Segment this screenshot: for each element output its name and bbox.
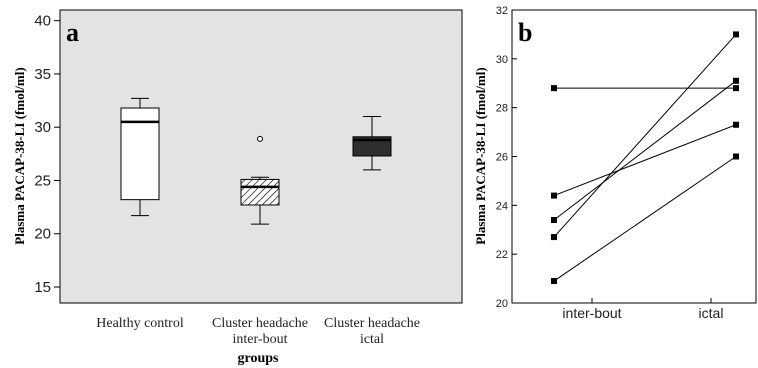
panel-b-label: b xyxy=(518,18,532,47)
panel-a-x-tick-labels: Healthy control Cluster headacheinter-bou… xyxy=(96,316,420,347)
panel-b-y-tick-label: 32 xyxy=(496,5,508,17)
panel-a-y-tick-label: 25 xyxy=(34,172,51,189)
series-line-4 xyxy=(553,34,737,238)
data-point xyxy=(551,85,557,92)
data-point xyxy=(733,153,739,160)
box-2 xyxy=(240,178,280,206)
panel-b-y-tick-label: 30 xyxy=(496,54,508,66)
panel-a-y-tick-label: 40 xyxy=(34,13,51,30)
panel-b-x-tick-label: inter-bout xyxy=(562,305,621,321)
panel-a-y-axis: 15 20 25 30 35 40 xyxy=(34,13,60,296)
panel-b-y-axis: 20 22 24 26 28 30 32 xyxy=(496,5,517,310)
panel-a-x-tick-label: ictal xyxy=(360,332,384,347)
panel-b-y-tick-label: 22 xyxy=(496,249,508,261)
series-line-2 xyxy=(553,124,737,197)
box-1 xyxy=(120,107,160,201)
data-point xyxy=(733,77,739,84)
panel-b-x-tick-labels: inter-bout ictal xyxy=(562,298,723,321)
panel-a-boxes xyxy=(120,97,392,225)
data-point xyxy=(551,234,557,241)
panel-a-x-tick-label: Cluster headache xyxy=(212,316,308,331)
outlier-point xyxy=(257,135,263,142)
panel-a-x-tick-label: Cluster headache xyxy=(324,316,420,331)
panel-a-x-axis-label: groups xyxy=(238,351,280,366)
data-point xyxy=(551,278,557,285)
panel-a-label: a xyxy=(66,18,79,47)
panel-a-x-tick-label: inter-bout xyxy=(233,332,288,347)
series-line-5 xyxy=(553,156,737,282)
panel-b-y-axis-label: Plasma PACAP-38-LI (fmol/ml) xyxy=(473,67,488,244)
panel-a-y-tick-label: 20 xyxy=(34,226,51,243)
panel-a-x-tick-label: Healthy control xyxy=(96,316,184,331)
panel-a-y-tick-label: 30 xyxy=(34,119,51,136)
panel-b-line-plot: b 20 22 24 26 28 30 32 inter-bout ictal Plasma … xyxy=(473,5,757,321)
data-point xyxy=(733,121,739,128)
panel-b-series xyxy=(551,31,739,285)
panel-b-y-tick-label: 26 xyxy=(496,152,508,164)
data-point xyxy=(733,85,739,92)
panel-b-x-tick-label: ictal xyxy=(699,305,724,321)
panel-b-y-tick-label: 28 xyxy=(496,103,508,115)
panel-b-plot-area xyxy=(511,9,757,304)
panel-b-y-tick-label: 24 xyxy=(496,200,508,212)
panel-a-y-tick-label: 15 xyxy=(34,279,51,296)
panel-a-y-axis-label: Plasma PACAP-38-LI (fmol/ml) xyxy=(12,67,27,244)
data-point xyxy=(551,216,557,223)
data-point xyxy=(733,31,739,38)
panel-a-y-tick-label: 35 xyxy=(34,66,51,83)
panel-a-plot-area xyxy=(59,9,463,304)
panel-a-box-plot: a 15 20 25 30 35 40 Healthy control Cluster he… xyxy=(12,9,463,366)
panel-b-y-tick-label: 20 xyxy=(496,298,508,310)
series-line-3 xyxy=(553,80,737,221)
box-3 xyxy=(352,136,392,157)
data-point xyxy=(551,192,557,199)
